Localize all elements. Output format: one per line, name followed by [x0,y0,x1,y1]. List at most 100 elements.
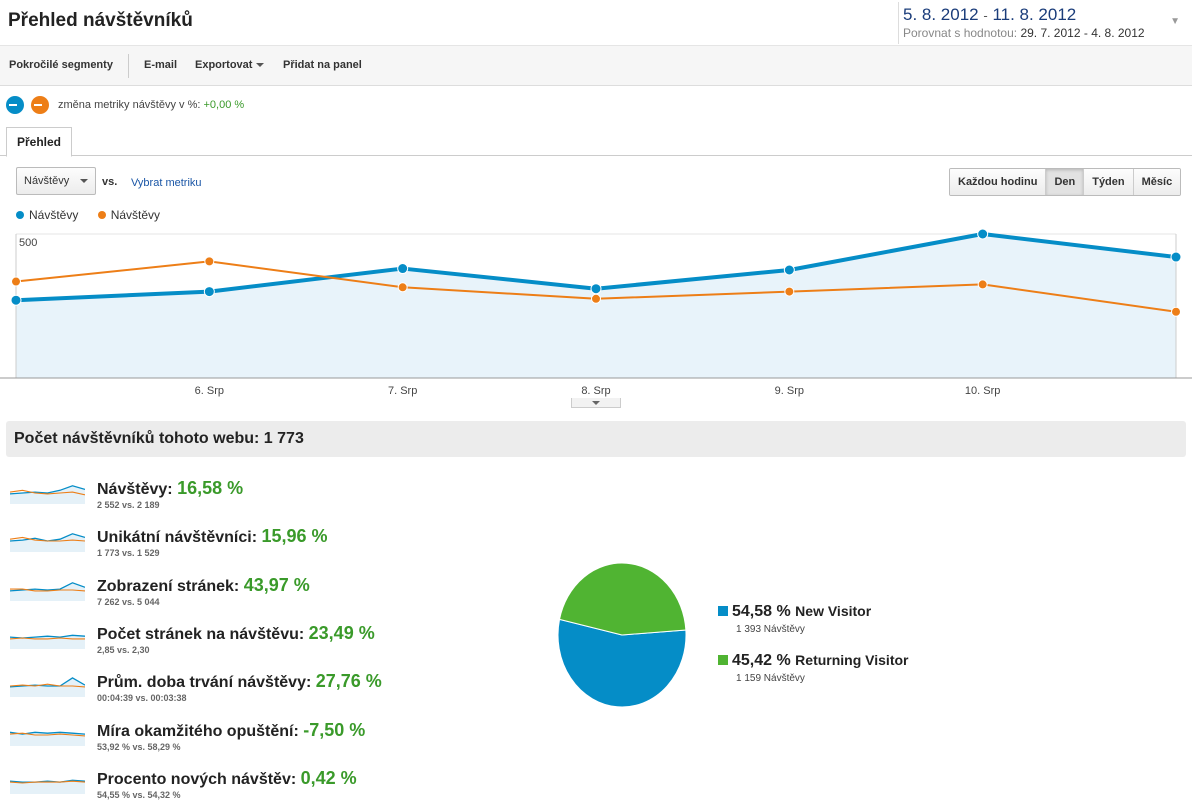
caret-down-icon [256,63,265,68]
metric-name: Procento nových návštěv: [97,770,297,788]
series-2-point [397,282,408,293]
tab-overview[interactable]: Přehled [6,127,72,157]
sparkline-series-1 [10,581,85,592]
granularity-day-button[interactable]: Den [1046,169,1085,195]
legend-series-2-label: Návštěvy [110,208,161,222]
metric-label: Návštěvy: 16,58 % [97,478,243,499]
date-end: 11. 8. 2012 [992,5,1077,24]
granularity-buttons: Každou hodinu Den Týden Měsíc [949,168,1182,196]
granularity-month-button[interactable]: Měsíc [1133,169,1181,195]
sparkline-area [10,485,85,504]
segment-change-label: změna metriky návštěvy v %: [58,99,201,111]
metric-change: 27,76 % [315,671,382,692]
compare-start: 29. 7. 2012 [1020,26,1081,40]
segment-change: změna metriky návštěvy v %: +0,00 % [58,99,244,111]
chart-collapse-toggle[interactable] [571,398,621,408]
series-1-point [1170,251,1182,263]
sparkline-series-2 [10,637,85,640]
sparkline [10,533,85,553]
metric-row[interactable]: Počet stránek na návštěvu: 23,49 % 2,85 v… [10,623,530,671]
series-2-point [11,276,21,287]
metric-row[interactable]: Míra okamžitého opuštění: -7,50 % 53,92 %… [10,720,530,768]
sparkline-series-1 [10,731,85,735]
series-2-point [1171,306,1181,317]
pie-slice [558,562,687,636]
series-1-point [10,294,22,306]
metric-change: 16,58 % [177,478,244,498]
metric-row[interactable]: Prům. doba trvání návštěvy: 27,76 % 00:04… [10,671,530,719]
vs-label: vs. [102,176,118,188]
compare-label: Porovnat s hodnotou: [903,26,1018,40]
segment-all-visits-icon[interactable] [6,96,24,114]
sparkline-area [10,780,85,794]
pie-returning-name: Returning Visitor [795,652,909,668]
legend-series-2[interactable]: Návštěvy [97,208,161,222]
toolbar-divider [128,54,129,78]
y-tick-label: 500 [19,237,37,249]
metric-row[interactable]: Zobrazení stránek: 43,97 % 7 262 vs. 5 04… [10,575,530,623]
metric-select[interactable]: Návštěvy [16,167,96,195]
caret-down-icon [592,401,600,405]
date-range[interactable]: 5. 8. 2012 - 11. 8. 2012 [903,5,1076,25]
granularity-hourly-button[interactable]: Každou hodinu [950,169,1047,195]
sparkline-series-2 [10,489,85,496]
x-tick-label: 6. Srp [195,385,224,397]
series-1-point [203,286,215,298]
metric-change: 15,96 % [261,526,328,547]
email-button[interactable]: E-mail [144,59,178,71]
metric-row[interactable]: Procento nových návštěv: 0,42 % 54,55 % v… [10,768,530,812]
chevron-down-icon[interactable]: ▼ [1170,16,1180,27]
pie-new-count: 1 393 Návštěvy [736,624,805,635]
sparkline-series-2 [10,683,85,688]
metric-row[interactable]: Návštěvy: 16,58 % 2 552 vs. 2 189 [10,478,530,526]
sparkline-series-2 [10,780,85,784]
sparkline [10,731,85,746]
series-1-point [977,228,989,240]
series-2-point [977,279,988,290]
pie-legend-returning-visitor: 45,42 % Returning Visitor 1 159 Návštěvy [718,652,908,684]
metric-label: Míra okamžitého opuštění: -7,50 % [97,720,365,741]
metric-change: 43,97 % [243,574,310,595]
x-tick-label: 7. Srp [388,385,417,397]
advanced-segments-button[interactable]: Pokročilé segmenty [9,59,113,71]
tab-bar: Přehled [0,127,1192,157]
metric-name: Návštěvy: [97,481,173,498]
segment-compare-icon[interactable] [31,96,49,114]
series-2-point [784,286,795,297]
legend-series-1[interactable]: Návštěvy [16,208,78,222]
date-range-picker[interactable]: 5. 8. 2012 - 11. 8. 2012 Porovnat s hodn… [898,2,1188,44]
sparkline-series-2 [10,732,85,736]
series-2-point [204,256,215,267]
date-start: 5. 8. 2012 [903,5,979,24]
metric-compare: 1 773 vs. 1 529 [97,548,160,559]
pie-slice [557,618,687,708]
pie-chart [557,562,687,708]
segment-change-value: +0,00 % [203,99,245,111]
chart-legend: Návštěvy Návštěvy [16,208,176,222]
compare-separator: - [1083,26,1088,40]
metric-label: Prům. doba trvání návštěvy: 27,76 % [97,671,382,692]
metric-row[interactable]: Unikátní návštěvníci: 15,96 % 1 773 vs. 1… [10,526,530,574]
metric-compare: 54,55 % vs. 54,32 % [97,789,181,800]
summary-header: Počet návštěvníků tohoto webu: 1 773 [6,421,1186,457]
add-to-dashboard-button[interactable]: Přidat na panel [283,59,362,71]
export-button[interactable]: Exportovat [195,59,265,71]
granularity-week-button[interactable]: Týden [1084,169,1134,195]
metric-name: Počet stránek na návštěvu: [97,625,305,643]
legend-dot-icon [97,211,106,219]
metric-label: Unikátní návštěvníci: 15,96 % [97,526,328,547]
toolbar: Pokročilé segmenty E-mail Exportovat Při… [0,46,1192,86]
report-header: Přehled návštěvníků 5. 8. 2012 - 11. 8. … [0,0,1192,46]
choose-metric-link[interactable]: Vybrat metriku [131,177,202,189]
metric-change: 23,49 % [308,622,375,643]
legend-square-icon [718,655,728,665]
metric-select-value: Návštěvy [24,175,70,187]
date-separator: - [983,8,988,23]
page-title: Přehled návštěvníků [8,10,193,31]
metric-label: Počet stránek na návštěvu: 23,49 % [97,623,375,644]
caret-down-icon [80,179,88,183]
sparkline [10,634,85,649]
sparkline-series-1 [10,677,85,688]
